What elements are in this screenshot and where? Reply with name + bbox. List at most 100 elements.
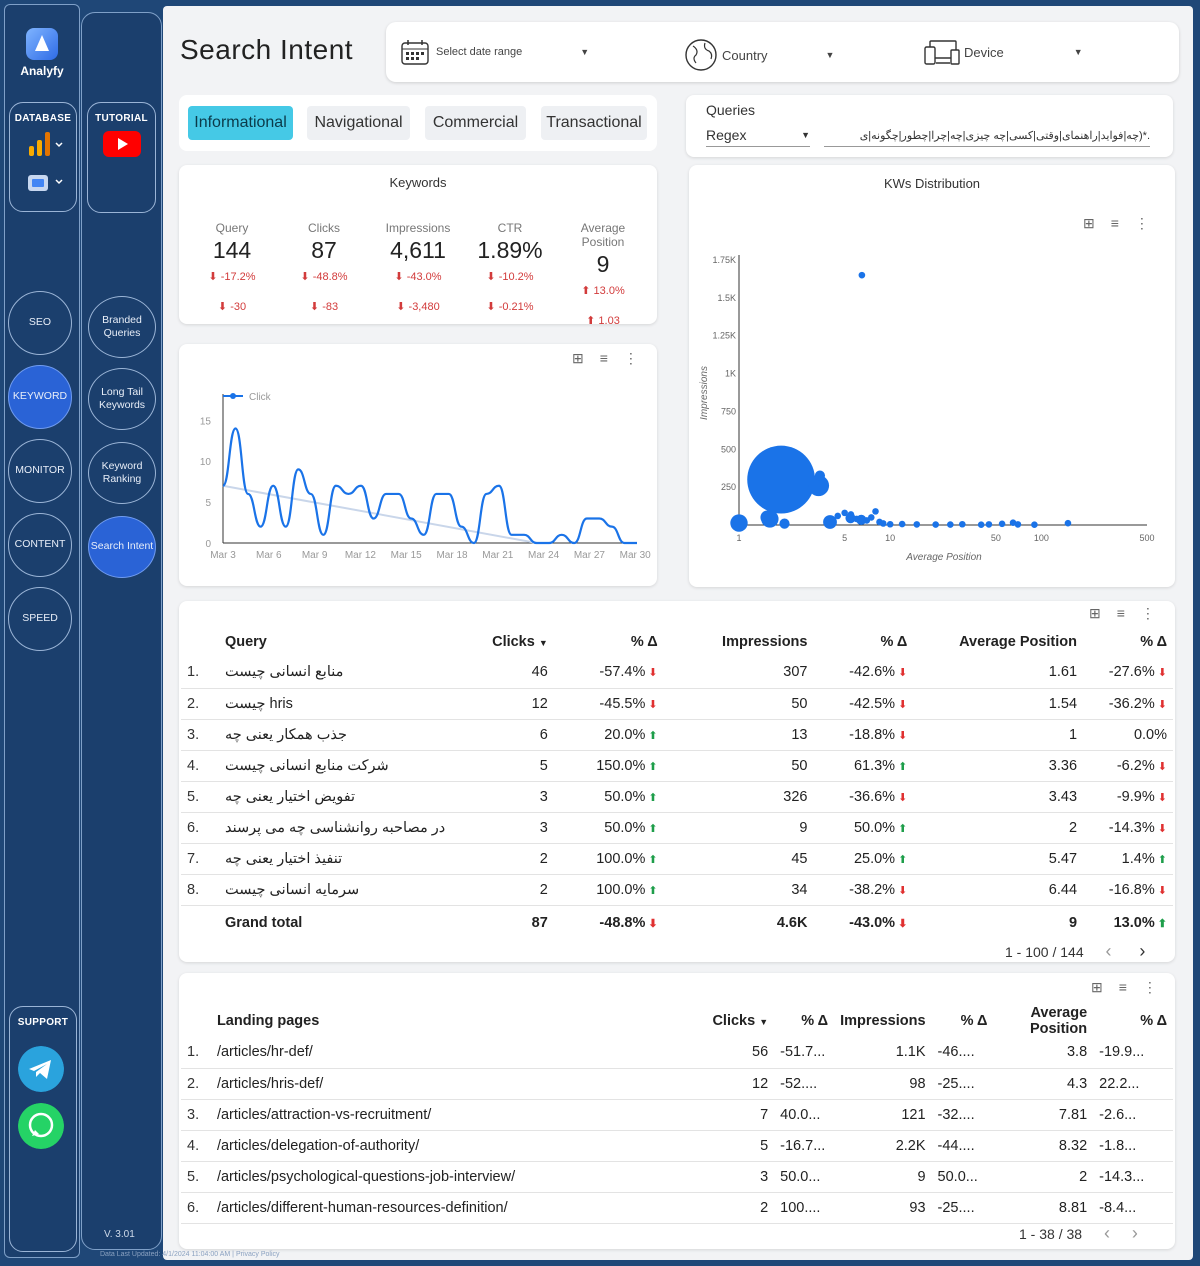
- column-header[interactable]: Clicks ▼: [680, 1005, 775, 1037]
- next-page-icon[interactable]: ›: [1131, 1223, 1138, 1243]
- nav-keyword[interactable]: KEYWORD: [8, 365, 72, 429]
- query-text[interactable]: شرکت منابع انسانی چیست: [224, 757, 389, 774]
- arrow-down-icon: ⬇: [1154, 884, 1167, 897]
- filter-icon[interactable]: ≡: [599, 350, 608, 366]
- regex-input[interactable]: .*(چه|فواید|راهنمای|وقتی|کسی|چه چیزی|چه|…: [824, 129, 1150, 147]
- country-filter[interactable]: Country ▼: [684, 38, 834, 72]
- kpi-pct-value: -17.2%: [220, 271, 256, 283]
- table-row[interactable]: 3. جذب همکار یعنی چه 6 20.0% ⬆ 13 -18.8% ⬇ 1 0.…: [181, 719, 1173, 751]
- youtube-icon[interactable]: [102, 130, 142, 158]
- impressions-cell: 34: [663, 874, 814, 906]
- landing-page-url[interactable]: /articles/delegation-of-authority/: [210, 1130, 680, 1162]
- scatter-point: [872, 508, 879, 515]
- nav-keyword-ranking[interactable]: Keyword Ranking: [88, 442, 156, 504]
- query-text[interactable]: در مصاحبه روانشناسی چه می پرسند: [224, 819, 446, 836]
- query-text[interactable]: سرمایه انسانی چیست: [224, 881, 360, 898]
- query-text[interactable]: جذب همکار یعنی چه: [224, 726, 347, 743]
- nav-content[interactable]: CONTENT: [8, 513, 72, 577]
- chart-options-icon[interactable]: ⊞: [572, 350, 584, 366]
- tab-informational[interactable]: Informational: [188, 106, 293, 140]
- landing-page-url[interactable]: /articles/hr-def/: [210, 1037, 680, 1069]
- filter-icon[interactable]: ≡: [1116, 605, 1125, 621]
- column-header[interactable]: % Δ: [554, 627, 664, 657]
- query-text[interactable]: منابع انسانی چیست: [224, 664, 344, 681]
- sort-desc-icon[interactable]: ▼: [759, 1017, 769, 1027]
- tab-transactional[interactable]: Transactional: [541, 106, 647, 140]
- landing-page-url[interactable]: /articles/different-human-resources-defi…: [210, 1192, 680, 1224]
- table-row[interactable]: 5./articles/psychological-questions-job-…: [181, 1161, 1173, 1193]
- column-header[interactable]: % Δ: [774, 1005, 834, 1037]
- table-row[interactable]: 4./articles/delegation-of-authority/5 -16…: [181, 1130, 1173, 1162]
- landing-page-url[interactable]: /articles/attraction-vs-recruitment/: [210, 1099, 680, 1131]
- nav-long-tail-keywords[interactable]: Long Tail Keywords: [88, 368, 156, 430]
- table-row[interactable]: 3./articles/attraction-vs-recruitment/7 4…: [181, 1099, 1173, 1131]
- tab-commercial[interactable]: Commercial: [425, 106, 526, 140]
- brand-logo[interactable]: Analyfy: [14, 28, 70, 78]
- table-row[interactable]: 6. در مصاحبه روانشناسی چه می پرسند 3 50.0% …: [181, 812, 1173, 844]
- device-filter[interactable]: Device ▼: [924, 38, 1083, 66]
- table-row[interactable]: 1./articles/hr-def/56 -51.7... 1.1K -46....…: [181, 1037, 1173, 1069]
- clicks-delta-cell: 40.0...: [774, 1099, 835, 1131]
- kpi-pct-value: 13.0%: [593, 285, 625, 297]
- more-icon[interactable]: ⋮: [623, 350, 638, 366]
- query-text[interactable]: hris چیست: [224, 695, 293, 712]
- filter-icon[interactable]: ≡: [1118, 979, 1127, 995]
- clicks-cell: 56: [679, 1037, 775, 1069]
- column-header[interactable]: % Δ: [1093, 1005, 1173, 1037]
- whatsapp-icon[interactable]: [18, 1103, 64, 1149]
- table-row[interactable]: 1. منابع انسانی چیست 46 -57.4% ⬇ 307 -42.6% ⬇…: [181, 657, 1173, 689]
- column-header[interactable]: Clicks ▼: [464, 627, 554, 657]
- table-row[interactable]: 5. تفویض اختیار یعنی چه 3 50.0% ⬆ 326 -36.6% …: [181, 781, 1173, 813]
- query-text[interactable]: تنفیذ اختیار یعنی چه: [224, 850, 343, 867]
- y-tick-label: 1.75K: [712, 255, 736, 265]
- row-number: 1.: [181, 1037, 211, 1069]
- analytics-icon[interactable]: [23, 130, 63, 160]
- more-icon[interactable]: ⋮: [1142, 979, 1157, 995]
- table-row[interactable]: 8. سرمایه انسانی چیست 2 100.0% ⬆ 34 -38.2% ⬇ 6…: [181, 874, 1173, 906]
- column-header[interactable]: % Δ: [1083, 627, 1173, 657]
- prev-page-icon[interactable]: ‹: [1103, 1223, 1110, 1243]
- table-row[interactable]: 6./articles/different-human-resources-de…: [181, 1192, 1173, 1224]
- chart-options-icon[interactable]: ⊞: [1089, 605, 1101, 621]
- next-page-icon[interactable]: ›: [1139, 941, 1146, 961]
- table-row[interactable]: 4. شرکت منابع انسانی چیست 5 150.0% ⬆ 50 61.3%…: [181, 750, 1173, 782]
- regex-mode-select[interactable]: Regex ▼: [706, 127, 810, 147]
- date-range-filter[interactable]: Select date range ▼: [400, 38, 589, 66]
- nav-monitor[interactable]: MONITOR: [8, 439, 72, 503]
- tab-navigational[interactable]: Navigational: [307, 106, 410, 140]
- chart-options-icon[interactable]: ⊞: [1091, 979, 1103, 995]
- nav-seo[interactable]: SEO: [8, 291, 72, 355]
- chart-options-icon[interactable]: ⊞: [1083, 215, 1095, 231]
- scatter-point: [947, 521, 954, 528]
- column-header[interactable]: Impressions: [664, 627, 814, 657]
- clicks-line-chart-card: ⊞ ≡ ⋮ 0 5 10 15 Mar 3 Mar 6 Mar 9 Mar 12 Mar 15 Mar…: [179, 344, 657, 586]
- clicks-cell: 2: [463, 874, 554, 906]
- column-header[interactable]: Average Position: [993, 1005, 1093, 1037]
- more-icon[interactable]: ⋮: [1134, 215, 1149, 231]
- impressions-delta-cell: -44....: [931, 1130, 994, 1162]
- query-text[interactable]: تفویض اختیار یعنی چه: [224, 788, 356, 805]
- clicks-delta-cell: -45.5% ⬇: [553, 688, 664, 720]
- prev-page-icon[interactable]: ‹: [1105, 941, 1112, 961]
- search-console-icon[interactable]: [23, 169, 63, 195]
- table-row[interactable]: 2. hris چیست 12 -45.5% ⬇ 50 -42.5% ⬇ 1.54 -36.2…: [181, 688, 1173, 720]
- table-row[interactable]: 2./articles/hris-def/12 -52.... 98 -25.... 4…: [181, 1068, 1173, 1100]
- column-header[interactable]: Landing pages: [211, 1005, 680, 1037]
- column-header[interactable]: % Δ: [813, 627, 913, 657]
- clicks-delta-cell: -51.7...: [774, 1037, 835, 1069]
- column-header[interactable]: Average Position: [913, 627, 1083, 657]
- sort-desc-icon[interactable]: ▼: [538, 638, 548, 648]
- telegram-icon[interactable]: [18, 1046, 64, 1092]
- table-row[interactable]: 7. تنفیذ اختیار یعنی چه 2 100.0% ⬆ 45 25.0% ⬆…: [181, 843, 1173, 875]
- landing-page-url[interactable]: /articles/hris-def/: [210, 1068, 680, 1100]
- nav-speed[interactable]: SPEED: [8, 587, 72, 651]
- filter-icon[interactable]: ≡: [1110, 215, 1119, 231]
- nav-search-intent[interactable]: Search Intent: [88, 516, 156, 578]
- arrow-down-icon: ⬇: [895, 918, 908, 931]
- column-header[interactable]: % Δ: [932, 1005, 994, 1037]
- column-header[interactable]: Impressions: [834, 1005, 931, 1037]
- landing-page-url[interactable]: /articles/psychological-questions-job-in…: [210, 1161, 680, 1193]
- column-header[interactable]: Query: [219, 627, 464, 657]
- nav-branded-queries[interactable]: Branded Queries: [88, 296, 156, 358]
- more-icon[interactable]: ⋮: [1140, 605, 1155, 621]
